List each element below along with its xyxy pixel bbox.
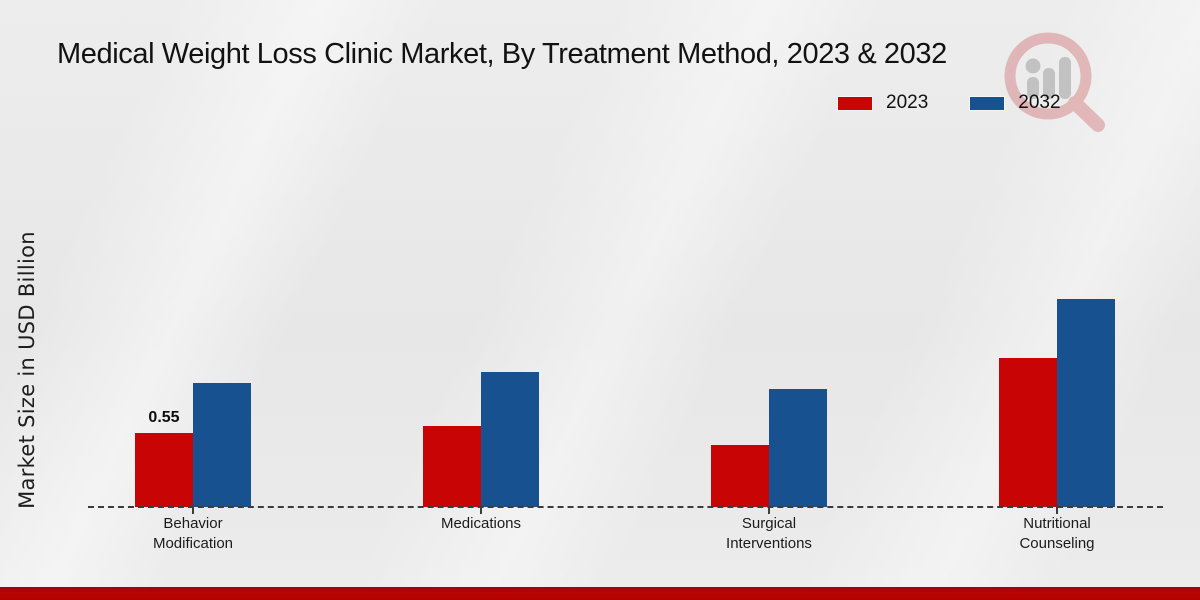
legend-label-2032: 2032	[1018, 92, 1061, 113]
x-axis-tick	[480, 507, 482, 514]
chart-title: Medical Weight Loss Clinic Market, By Tr…	[57, 38, 947, 70]
x-axis-tick	[768, 507, 770, 514]
x-axis-tick	[192, 507, 194, 514]
bar-2032-surgical-interventions	[769, 389, 827, 507]
legend-item-2032: 2032	[969, 92, 1061, 114]
category-label-surgical-interventions: Surgical Interventions	[726, 515, 812, 552]
bar-2023-medications	[423, 426, 481, 507]
bar-2023-nutritional-counseling	[999, 358, 1057, 507]
bar-2023-behavior-modification	[135, 433, 193, 507]
legend-label-2023: 2023	[886, 92, 929, 113]
legend-item-2023: 2023	[837, 92, 929, 114]
legend: 2023 2032	[837, 92, 1061, 114]
bar-2032-nutritional-counseling	[1057, 299, 1115, 507]
footer-accent-bar	[0, 587, 1200, 600]
x-axis-line	[88, 506, 1163, 508]
legend-swatch-2023	[837, 95, 873, 111]
category-label-behavior-modification: Behavior Modification	[152, 515, 234, 552]
category-label-nutritional-counseling: Nutritional Counseling	[1019, 515, 1095, 552]
value-label-2023-behavior-modification: 0.55	[148, 409, 180, 426]
x-axis-tick	[1056, 507, 1058, 514]
y-axis-label: Market Size in USD Billion	[15, 231, 39, 509]
legend-swatch-2032	[969, 95, 1006, 111]
bar-2023-surgical-interventions	[711, 445, 769, 507]
category-label-medications: Medications	[440, 515, 522, 532]
bar-2032-medications	[481, 372, 539, 507]
bar-2032-behavior-modification	[193, 383, 251, 507]
